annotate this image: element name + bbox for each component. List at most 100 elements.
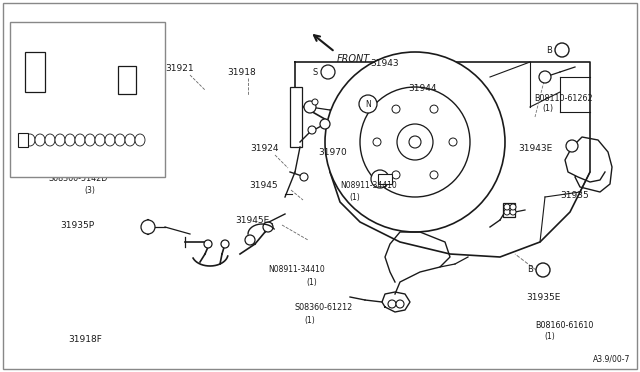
Circle shape [510,209,516,215]
Circle shape [510,204,516,210]
Text: 31918: 31918 [228,67,257,77]
Circle shape [397,124,433,160]
Circle shape [392,171,400,179]
Ellipse shape [85,134,95,146]
Circle shape [325,52,505,232]
Ellipse shape [135,134,145,146]
Circle shape [321,65,335,79]
Text: S08360-5142D: S08360-5142D [48,173,108,183]
Circle shape [449,138,457,146]
Text: (1): (1) [349,192,360,202]
Circle shape [108,72,118,82]
Bar [118,66,136,94]
Circle shape [144,90,152,98]
Circle shape [304,101,316,113]
Ellipse shape [65,134,75,146]
Text: 31945: 31945 [250,180,278,189]
Circle shape [566,140,578,152]
Circle shape [312,99,318,105]
Text: N: N [377,174,383,183]
Circle shape [52,67,62,77]
Text: N08911-34410: N08911-34410 [269,266,325,275]
Text: 31901E: 31901E [74,100,108,109]
Circle shape [141,220,155,234]
Ellipse shape [125,134,135,146]
Circle shape [144,66,152,74]
Circle shape [100,68,110,78]
Ellipse shape [75,134,85,146]
Circle shape [221,240,229,248]
Text: 31921: 31921 [166,64,195,73]
Circle shape [68,73,78,83]
Circle shape [539,71,551,83]
Text: N08911-34410: N08911-34410 [340,180,397,189]
Bar [503,203,515,217]
Circle shape [149,136,157,144]
Bar [18,133,28,147]
Circle shape [430,105,438,113]
Text: 31944: 31944 [408,83,436,93]
Circle shape [245,235,255,245]
Text: 31918F: 31918F [68,336,102,344]
Circle shape [92,68,102,78]
Text: A3.9/00-7: A3.9/00-7 [593,355,630,364]
Text: S08360-61212: S08360-61212 [295,304,353,312]
Text: B08160-61610: B08160-61610 [535,321,593,330]
Ellipse shape [45,134,55,146]
Bar [378,174,392,184]
Circle shape [300,173,308,181]
Circle shape [430,171,438,179]
Circle shape [392,105,400,113]
Text: 31943E: 31943E [518,144,552,153]
Text: B: B [527,266,533,275]
Text: B: B [546,45,552,55]
Circle shape [149,129,157,137]
Ellipse shape [55,134,65,146]
Text: 31970: 31970 [319,148,348,157]
Circle shape [359,95,377,113]
Ellipse shape [25,134,35,146]
Text: N: N [365,99,371,109]
Circle shape [396,300,404,308]
Ellipse shape [95,134,105,146]
Text: 31935E: 31935E [526,294,561,302]
Ellipse shape [35,134,45,146]
Circle shape [536,263,550,277]
Circle shape [20,84,26,90]
Ellipse shape [115,134,125,146]
Circle shape [360,87,470,197]
Circle shape [116,75,126,85]
Text: (1): (1) [307,278,317,286]
Bar [10,22,165,177]
Circle shape [555,43,569,57]
Text: S: S [313,67,318,77]
Text: 31935: 31935 [560,190,589,199]
Text: 31935P: 31935P [60,221,94,230]
Circle shape [20,52,26,58]
Circle shape [388,300,396,308]
Circle shape [263,222,273,232]
Circle shape [504,204,510,210]
Circle shape [504,209,510,215]
Text: (1): (1) [543,103,554,112]
Circle shape [84,72,94,82]
Text: (1): (1) [545,333,556,341]
Circle shape [409,136,421,148]
Circle shape [20,68,26,74]
Bar [25,52,45,92]
Circle shape [60,68,70,78]
Text: FRONT: FRONT [337,54,371,64]
Text: (1): (1) [305,315,316,324]
Circle shape [373,138,381,146]
Circle shape [20,76,26,82]
Circle shape [76,75,86,85]
Text: B08110-61262: B08110-61262 [534,93,593,103]
Circle shape [109,31,121,43]
Bar [290,87,302,147]
Circle shape [20,60,26,66]
Ellipse shape [105,134,115,146]
Text: (3): (3) [84,186,95,195]
Text: 31943: 31943 [370,58,399,67]
Circle shape [320,119,330,129]
Text: 31924: 31924 [251,144,279,153]
